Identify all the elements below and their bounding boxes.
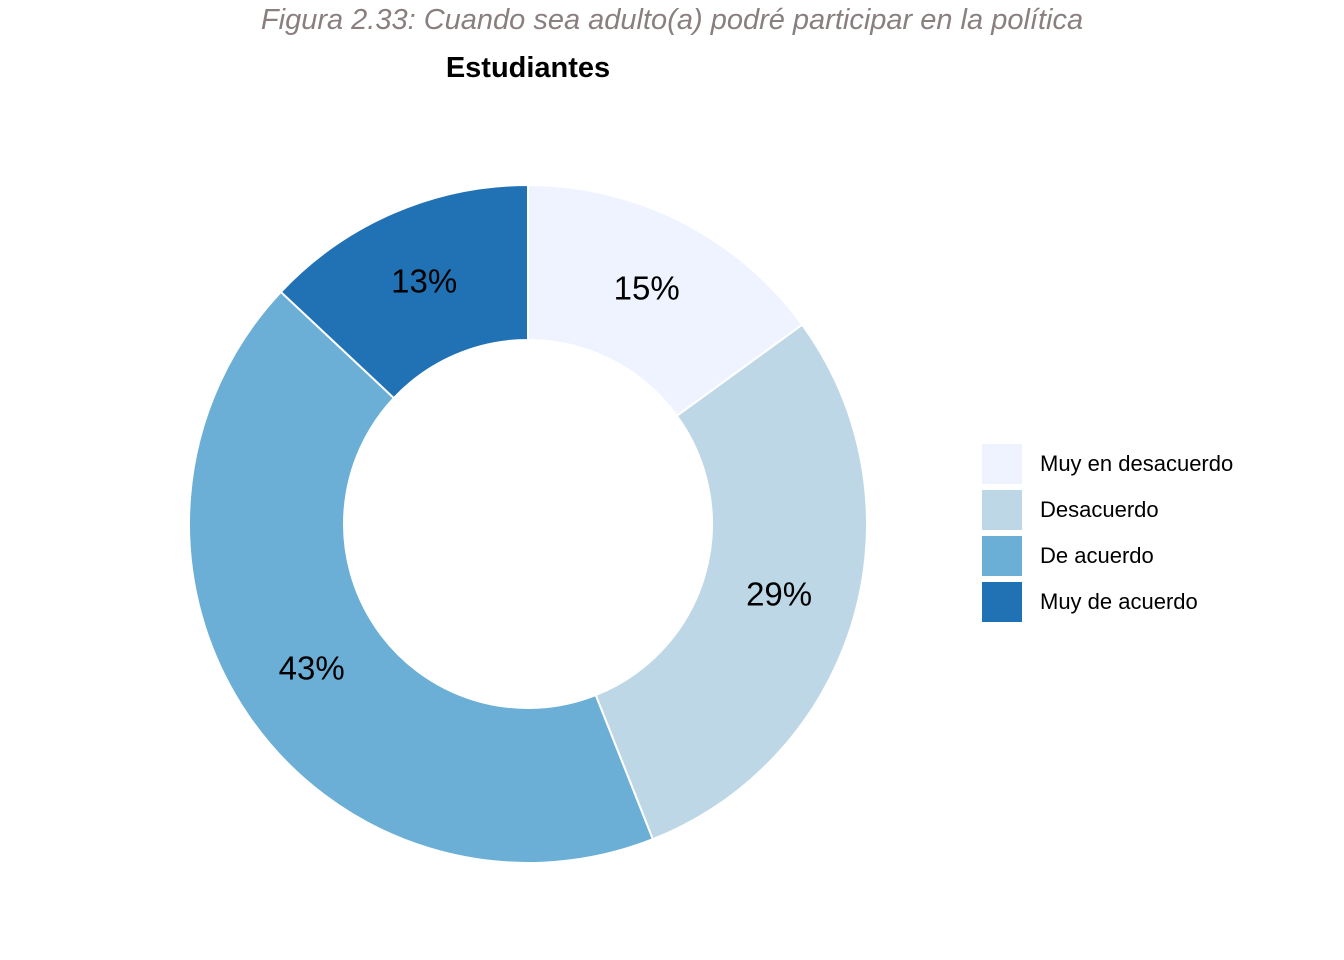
slice-label: 29% xyxy=(746,576,812,613)
legend-item: Desacuerdo xyxy=(982,487,1233,533)
donut-slice xyxy=(188,290,655,864)
donut-slice xyxy=(594,323,868,841)
legend-item: De acuerdo xyxy=(982,533,1233,579)
legend-swatch xyxy=(982,444,1022,484)
chart-title: Estudiantes xyxy=(445,52,611,84)
legend-label: Muy de acuerdo xyxy=(1040,589,1198,614)
legend-item: Muy de acuerdo xyxy=(982,579,1233,625)
legend-item: Muy en desacuerdo xyxy=(982,441,1233,487)
legend-label: Muy en desacuerdo xyxy=(1040,451,1234,476)
figure-caption: Figura 2.33: Cuando sea adulto(a) podré … xyxy=(260,4,1084,36)
donut-slice xyxy=(279,183,529,400)
slice-label: 13% xyxy=(391,263,457,300)
legend-label: Desacuerdo xyxy=(1040,497,1159,522)
legend-swatch xyxy=(982,536,1022,576)
donut-slice xyxy=(527,183,804,418)
slice-label: 15% xyxy=(614,270,680,307)
legend-label: De acuerdo xyxy=(1040,543,1154,568)
legend-swatch xyxy=(982,490,1022,530)
legend-swatch xyxy=(982,582,1022,622)
slice-label: 43% xyxy=(279,650,345,687)
legend: Muy en desacuerdo Desacuerdo De acuerdo … xyxy=(982,441,1233,625)
